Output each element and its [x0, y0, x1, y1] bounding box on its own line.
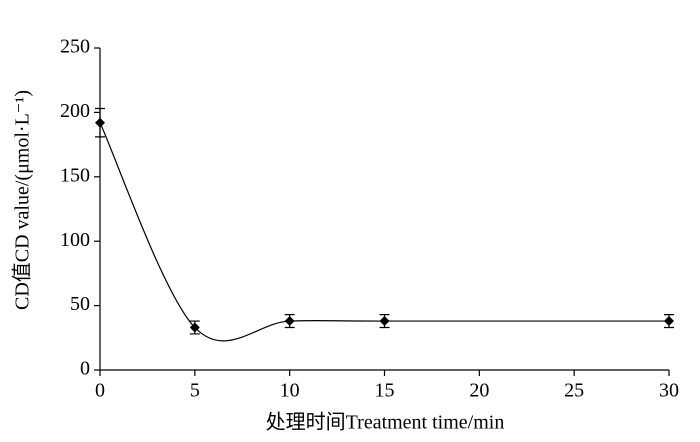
y-tick-label: 150	[60, 164, 90, 186]
y-tick-label: 50	[70, 293, 90, 315]
y-tick-label: 100	[60, 229, 90, 251]
y-axis-title: CD值CD value/(μmol·L⁻¹)	[11, 90, 34, 310]
x-tick-label: 15	[375, 380, 395, 402]
marker	[95, 117, 105, 128]
y-tick-label: 0	[80, 358, 90, 380]
line	[99, 122, 669, 342]
x-tick-label: 30	[659, 380, 679, 402]
x-tick-label: 0	[95, 380, 105, 402]
y-tick-label: 200	[60, 100, 90, 122]
marker	[284, 316, 295, 327]
marker	[189, 322, 200, 333]
marker	[379, 316, 390, 327]
x-tick-label: 20	[469, 380, 489, 402]
x-tick-label: 10	[280, 380, 300, 402]
x-axis-title: 处理时间Treatment time/min	[266, 411, 505, 434]
x-tick-label: 5	[190, 380, 200, 402]
y-tick-label: 250	[60, 36, 90, 58]
marker	[664, 316, 674, 327]
x-tick-label: 25	[564, 380, 584, 402]
